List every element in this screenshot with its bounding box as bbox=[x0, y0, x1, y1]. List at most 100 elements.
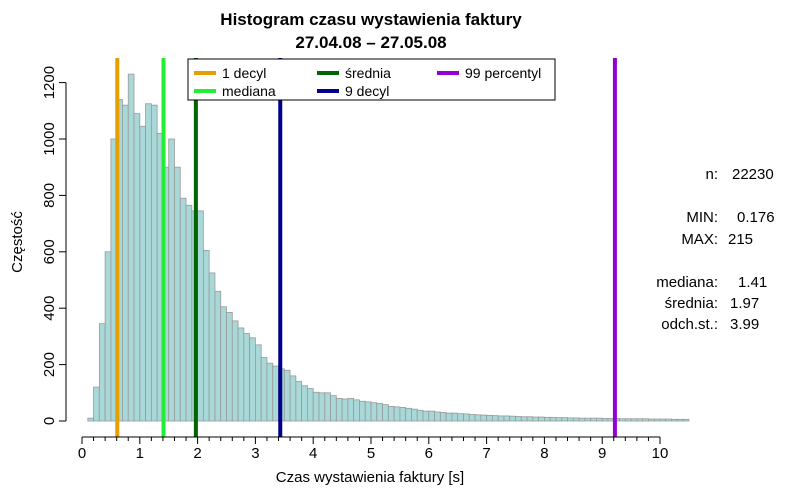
y-axis: 0 200 400 600 800 1000 1200 bbox=[41, 66, 67, 425]
x-tick-label: 8 bbox=[540, 445, 548, 462]
histogram-bar bbox=[428, 410, 435, 422]
histogram-bar bbox=[515, 416, 522, 422]
legend-label: 9 decyl bbox=[345, 83, 389, 99]
histogram-bar bbox=[341, 398, 349, 422]
histogram-bar bbox=[439, 412, 447, 422]
histogram-bar bbox=[318, 392, 326, 422]
histogram-bar bbox=[335, 398, 343, 422]
histogram-bar bbox=[624, 418, 632, 422]
histogram-bar bbox=[676, 418, 684, 422]
histogram-bar bbox=[208, 272, 216, 422]
histogram-bar bbox=[451, 412, 459, 422]
histogram-bar bbox=[249, 337, 256, 422]
y-tick-label: 1200 bbox=[41, 66, 58, 99]
histogram-bar bbox=[544, 416, 551, 422]
histogram-bar bbox=[139, 125, 146, 422]
histogram-bar bbox=[549, 416, 557, 422]
legend-label: mediana bbox=[222, 83, 276, 99]
histogram-bar bbox=[93, 386, 100, 422]
histogram-bar bbox=[445, 412, 453, 422]
histogram-bar bbox=[416, 409, 424, 422]
histogram-bar bbox=[202, 249, 210, 422]
histogram-bar bbox=[214, 290, 222, 422]
histogram-bar bbox=[150, 104, 158, 422]
stat-mean-value: 1.97 bbox=[730, 295, 759, 312]
histogram-bar bbox=[353, 399, 360, 422]
histogram-bar bbox=[411, 408, 418, 422]
histogram-bar bbox=[399, 407, 407, 422]
histogram-bar bbox=[376, 403, 383, 422]
histogram-bar bbox=[682, 418, 690, 422]
histogram-bar bbox=[630, 418, 638, 422]
histogram-bar bbox=[127, 73, 135, 422]
histogram-bar bbox=[491, 415, 499, 422]
histogram-bar bbox=[220, 306, 227, 422]
stats-panel: n: 22230 MIN: 0.176 MAX: 215 mediana: 1.… bbox=[656, 166, 774, 333]
stat-max-label: MAX: bbox=[681, 231, 718, 248]
histogram-bars bbox=[87, 73, 690, 422]
stat-n-value: 22230 bbox=[732, 166, 774, 183]
histogram-bar bbox=[295, 381, 303, 422]
y-tick-label: 800 bbox=[41, 183, 58, 208]
y-tick-label: 400 bbox=[41, 296, 58, 321]
histogram-bar bbox=[567, 417, 574, 422]
y-tick-label: 1000 bbox=[41, 122, 58, 155]
histogram-bar bbox=[382, 404, 389, 422]
x-tick-label: 0 bbox=[78, 445, 86, 462]
histogram-bar bbox=[168, 138, 175, 422]
histogram-bar bbox=[243, 333, 251, 422]
histogram-bar bbox=[601, 418, 609, 422]
histogram-bar bbox=[538, 416, 545, 422]
x-axis-label: Czas wystawienia faktury [s] bbox=[276, 469, 464, 486]
histogram-bar bbox=[468, 414, 476, 422]
stat-n-label: n: bbox=[705, 166, 718, 183]
histogram-bar bbox=[480, 414, 488, 422]
histogram-bar bbox=[254, 344, 262, 422]
stat-min-value: 0.176 bbox=[737, 209, 775, 226]
stat-median-label: mediana: bbox=[656, 274, 718, 291]
histogram-bar bbox=[642, 418, 649, 422]
histogram-bar bbox=[474, 414, 482, 422]
y-axis-label: Częstość bbox=[9, 211, 26, 273]
histogram-bar bbox=[226, 312, 233, 422]
histogram-bar bbox=[607, 418, 615, 422]
histogram-bar bbox=[324, 392, 331, 422]
histogram-bar bbox=[330, 395, 337, 422]
histogram-bar bbox=[596, 417, 603, 422]
histogram-bar bbox=[509, 415, 516, 422]
histogram-bar bbox=[405, 407, 412, 422]
x-tick-label: 2 bbox=[193, 445, 201, 462]
histogram-bar bbox=[393, 406, 401, 422]
histogram-bar bbox=[561, 417, 568, 422]
histogram-bar bbox=[301, 385, 308, 422]
histogram-bar bbox=[590, 417, 597, 422]
y-tick-label: 200 bbox=[41, 352, 58, 377]
x-axis: 0 1 2 3 4 5 6 7 8 9 10 bbox=[78, 436, 668, 462]
histogram-bar bbox=[532, 416, 540, 422]
histogram-bar bbox=[422, 410, 430, 422]
histogram-bar bbox=[133, 113, 141, 422]
stat-mean-label: średnia: bbox=[665, 295, 718, 312]
histogram-bar bbox=[497, 415, 505, 422]
stat-sd-label: odch.st.: bbox=[661, 316, 718, 333]
histogram-bar bbox=[503, 415, 511, 422]
stat-max-value: 215 bbox=[728, 231, 753, 248]
histogram-bar bbox=[387, 405, 395, 422]
x-tick-label: 4 bbox=[309, 445, 317, 462]
histogram-bar bbox=[347, 398, 355, 422]
histogram-bar bbox=[272, 365, 279, 422]
histogram-bar bbox=[122, 104, 129, 422]
x-tick-label: 5 bbox=[367, 445, 375, 462]
histogram-bar bbox=[237, 327, 245, 422]
histogram-bar bbox=[648, 418, 655, 422]
histogram-bar bbox=[145, 103, 152, 422]
y-tick-label: 600 bbox=[41, 239, 58, 264]
histogram-bar bbox=[434, 411, 441, 422]
histogram-bar bbox=[665, 418, 672, 422]
histogram-bar bbox=[185, 204, 193, 422]
x-tick-label: 6 bbox=[425, 445, 433, 462]
legend-box bbox=[187, 58, 556, 101]
x-tick-label: 7 bbox=[482, 445, 490, 462]
